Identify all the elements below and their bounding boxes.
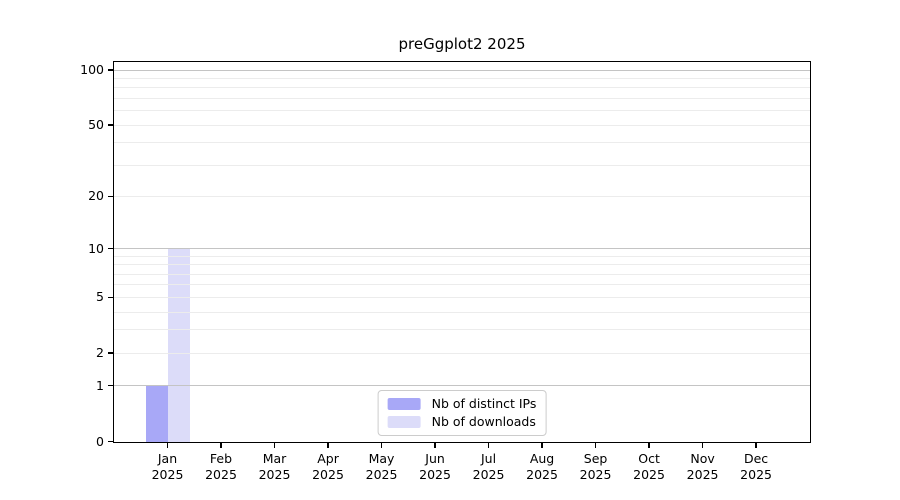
y-tick-label-5: 5 bbox=[96, 289, 104, 305]
legend-label-downloads: Nb of downloads bbox=[431, 414, 536, 429]
y-tick-0 bbox=[108, 440, 113, 443]
legend-item-downloads: Nb of downloads bbox=[387, 414, 537, 429]
y-tick-10 bbox=[108, 247, 113, 250]
x-tick-aug bbox=[541, 443, 543, 448]
gridline-minor-70 bbox=[114, 97, 810, 99]
gridline-minor-3 bbox=[114, 329, 810, 331]
legend-swatch-downloads bbox=[387, 415, 421, 428]
x-tick-label-feb: Feb 2025 bbox=[205, 450, 237, 483]
y-tick-5 bbox=[108, 296, 113, 298]
y-tick-100 bbox=[108, 69, 113, 71]
y-tick-2 bbox=[108, 352, 113, 354]
x-tick-label-jun: Jun 2025 bbox=[419, 450, 451, 483]
y-tick-label-10: 10 bbox=[88, 240, 104, 256]
x-tick-jun bbox=[434, 443, 436, 448]
gridline-minor-7 bbox=[114, 273, 810, 275]
gridline-minor-40 bbox=[114, 142, 810, 144]
x-tick-jan bbox=[166, 443, 169, 448]
y-tick-label-1: 1 bbox=[96, 377, 104, 393]
x-tick-may bbox=[380, 443, 383, 448]
gridline-minor-60 bbox=[114, 110, 810, 112]
gridline-major-10 bbox=[114, 248, 810, 250]
gridline-minor-90 bbox=[114, 77, 810, 79]
x-tick-label-jan: Jan 2025 bbox=[151, 450, 184, 483]
x-tick-label-oct: Oct 2025 bbox=[633, 450, 665, 483]
x-tick-label-mar: Mar 2025 bbox=[258, 450, 291, 483]
gridline-minor-5 bbox=[114, 296, 810, 298]
x-tick-label-jul: Jul 2025 bbox=[472, 450, 505, 483]
y-tick-label-50: 50 bbox=[88, 117, 104, 133]
y-tick-20 bbox=[108, 195, 113, 198]
x-tick-dec bbox=[755, 443, 757, 448]
x-tick-label-dec: Dec 2025 bbox=[740, 450, 772, 483]
x-tick-label-sep: Sep 2025 bbox=[579, 450, 612, 483]
y-tick-50 bbox=[108, 124, 113, 126]
gridline-minor-6 bbox=[114, 284, 810, 286]
x-tick-apr bbox=[327, 443, 329, 448]
gridline-minor-50 bbox=[114, 124, 810, 126]
y-tick-label-20: 20 bbox=[88, 188, 104, 204]
gridline-minor-30 bbox=[114, 164, 810, 166]
gridline-minor-8 bbox=[114, 264, 810, 266]
plot-area: 0 1 2 5 10 20 50 100 Jan 2025 Feb 2025 Mar 2025 Apr 20… bbox=[80, 61, 811, 482]
gridline-minor-2 bbox=[114, 352, 810, 354]
chart-title: preGgplot2 2025 bbox=[398, 35, 526, 53]
x-tick-label-may: May 2025 bbox=[365, 450, 398, 483]
gridline-minor-80 bbox=[114, 87, 810, 89]
gridline-major-100 bbox=[114, 69, 810, 71]
x-tick-nov bbox=[701, 443, 704, 448]
x-tick-feb bbox=[220, 443, 222, 448]
legend: Nb of distinct IPs Nb of downloads bbox=[377, 390, 547, 436]
x-tick-jul bbox=[487, 443, 490, 448]
bar-nb-of-downloads-jan bbox=[167, 248, 190, 442]
y-tick-label-100: 100 bbox=[80, 62, 104, 77]
gridline-major-1 bbox=[114, 385, 810, 387]
bar-nb-of-distinct-ips-jan bbox=[145, 385, 168, 442]
x-tick-label-nov: Nov 2025 bbox=[686, 450, 719, 483]
gridline-minor-4 bbox=[114, 311, 810, 313]
legend-swatch-distinct-ips bbox=[387, 397, 421, 410]
x-tick-mar bbox=[273, 443, 276, 448]
y-tick-1 bbox=[108, 385, 113, 387]
x-tick-label-apr: Apr 2025 bbox=[312, 450, 344, 483]
y-tick-label-0: 0 bbox=[96, 433, 104, 449]
x-tick-sep bbox=[594, 443, 597, 448]
y-tick-label-2: 2 bbox=[96, 345, 104, 361]
gridline-minor-20 bbox=[114, 195, 810, 197]
legend-item-distinct-ips: Nb of distinct IPs bbox=[387, 396, 537, 411]
gridline-minor-9 bbox=[114, 255, 810, 257]
x-tick-label-aug: Aug 2025 bbox=[526, 450, 558, 483]
x-tick-oct bbox=[648, 443, 650, 448]
legend-label-distinct-ips: Nb of distinct IPs bbox=[431, 396, 537, 411]
